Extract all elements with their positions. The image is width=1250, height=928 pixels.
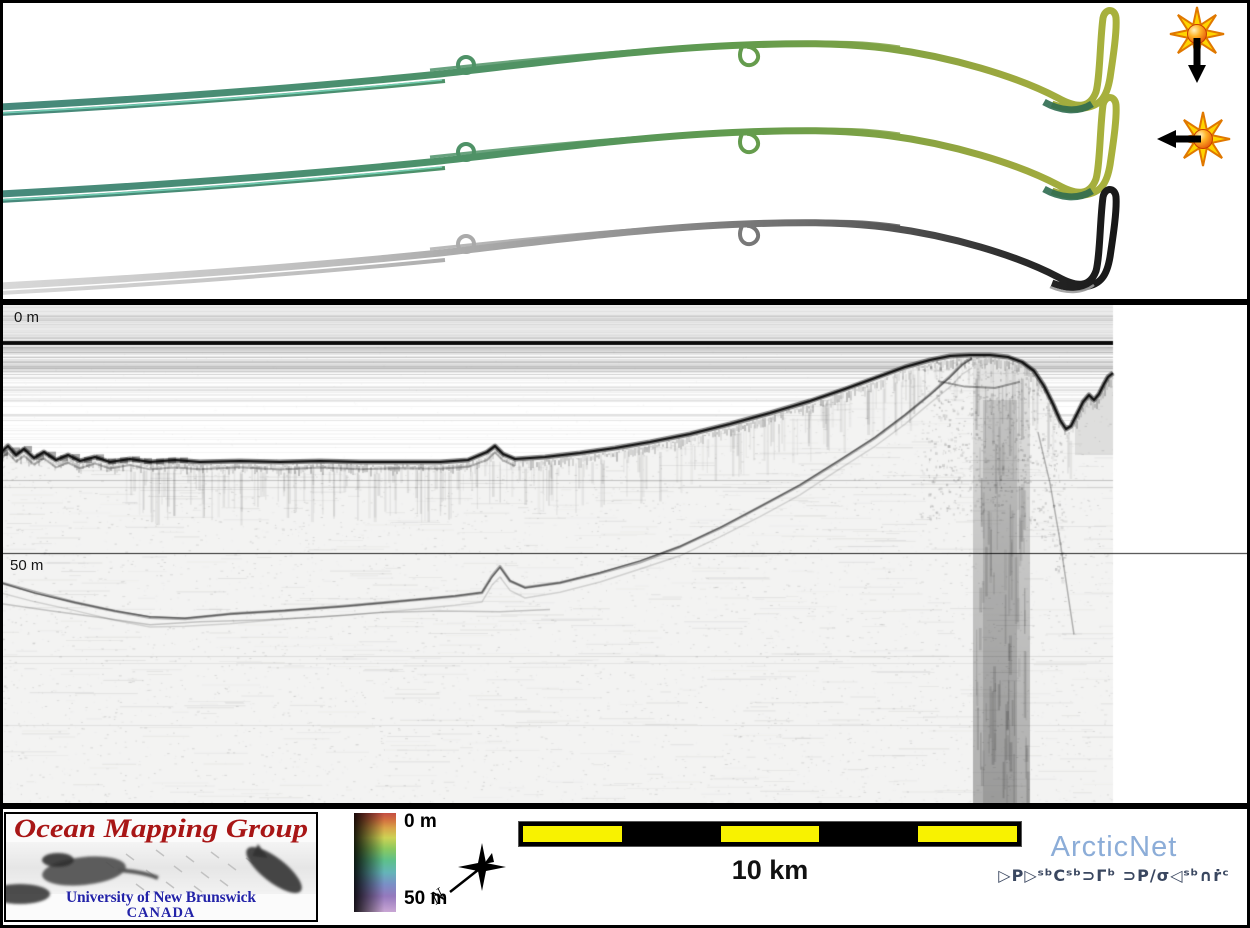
arcticnet-syllabics: ▷P▷ˢᵇCˢᵇ⊃Γᵇ ⊃P∕σ◁ˢᵇ∩ṙᶜ [998,866,1230,885]
scale-bar-segment [622,822,721,846]
arcticnet-name: ArcticNet [1050,831,1178,863]
north-arrow: N [428,843,506,910]
track-bathymetry-1 [0,11,1116,115]
scale-bar-segment [720,826,820,842]
omg-logo-art: Ocean Mapping Group University of New Br… [0,814,316,921]
panel-divider-bottom [0,803,1250,809]
arcticnet-logo: ArcticNet ▷P▷ˢᵇCˢᵇ⊃Γᵇ ⊃P∕σ◁ˢᵇ∩ṙᶜ [978,831,1250,885]
track-backscatter [0,190,1116,294]
scale-bar-segment [523,826,622,842]
subbottom-profile-echogram [0,305,1250,805]
arrow-left-icon [1157,130,1201,148]
track-bathymetry-2 [0,98,1116,202]
omg-logo: Ocean Mapping Group University of New Br… [0,812,318,922]
scale-bar-label: 10 km [731,855,809,885]
track-map-panel [0,0,1250,302]
scale-bar-segment [918,826,1017,842]
survey-tracks-svg [0,6,1231,302]
scale-bar [518,821,1022,847]
omg-title: Ocean Mapping Group [14,814,308,843]
colorbar-label-bottom: 50 m [404,888,448,909]
omg-university: University of New Brunswick [66,889,256,906]
compass-star-icon [458,843,506,891]
panel-divider-top [0,299,1250,305]
north-label: N [428,884,450,910]
depth-colorbar [354,813,396,912]
omg-country: CANADA [127,905,196,920]
scale-bar-segment [819,822,918,846]
depth-label-0m: 0 m [14,309,40,326]
arrow-down-icon [1188,38,1206,83]
sonar-shadow-art [0,844,302,904]
footer-bar: Ocean Mapping Group University of New Br… [0,809,1250,925]
sun-illumination-left-icon [1157,111,1231,167]
colorbar-label-top: 0 m [404,811,437,832]
depth-label-50m: 50 m [10,557,44,574]
sun-illumination-down-icon [1169,6,1225,83]
